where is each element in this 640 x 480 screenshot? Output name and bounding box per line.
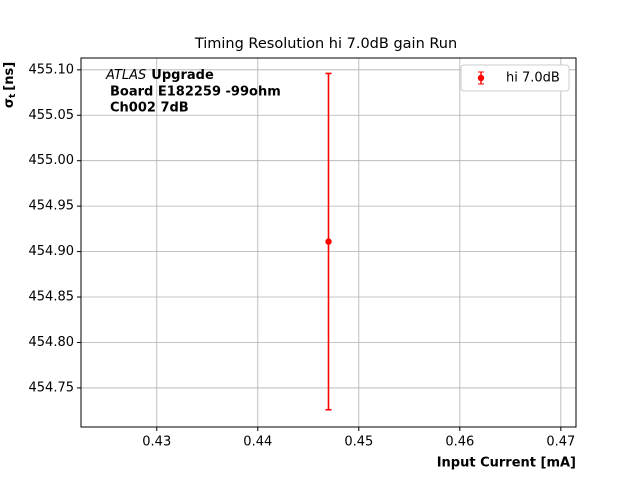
y-tick-label: 454.95: [29, 199, 75, 214]
y-axis-label: σt [ns]: [2, 62, 18, 108]
y-tick-label: 455.00: [29, 153, 75, 168]
x-tick-label: 0.47: [546, 435, 575, 450]
y-tick-label: 454.75: [29, 380, 75, 395]
plot-frame: [80, 57, 577, 428]
data-point: [325, 238, 332, 245]
plot-area: 0.43 0.44 0.45 0.46 0.47 454.75 454.80 454.85 45…: [29, 57, 577, 450]
legend-box: [460, 64, 570, 92]
chart-title: Timing Resolution hi 7.0dB gain Run: [194, 36, 457, 52]
annotation: ATLAS Upgrade: [105, 68, 214, 83]
y-label-symbol: σ: [2, 98, 17, 108]
y-tick-label: 454.80: [29, 335, 75, 350]
legend-marker: [477, 74, 485, 82]
x-tick-label: 0.44: [243, 435, 272, 450]
x-tick-label: 0.46: [445, 435, 474, 450]
annotation-italic: ATLAS: [105, 68, 146, 83]
y-tick-label: 454.90: [29, 244, 75, 259]
x-axis-label: Input Current [mA]: [437, 456, 576, 471]
y-tick-label: 454.85: [29, 290, 75, 305]
legend-label: hi 7.0dB: [506, 71, 560, 86]
y-label-unit: [ns]: [2, 62, 17, 91]
x-tick-label: 0.45: [344, 435, 373, 450]
annotation-line: Board E182259 -99ohm: [110, 85, 281, 100]
annotation-bold: Upgrade: [151, 68, 214, 83]
y-label-subscript: t: [8, 93, 18, 98]
x-tick-label: 0.43: [142, 435, 171, 450]
y-tick-label: 455.10: [29, 62, 75, 77]
y-tick-label: 455.05: [29, 108, 75, 123]
legend: hi 7.0dB: [460, 64, 570, 92]
annotation-line: Ch002 7dB: [110, 101, 189, 116]
